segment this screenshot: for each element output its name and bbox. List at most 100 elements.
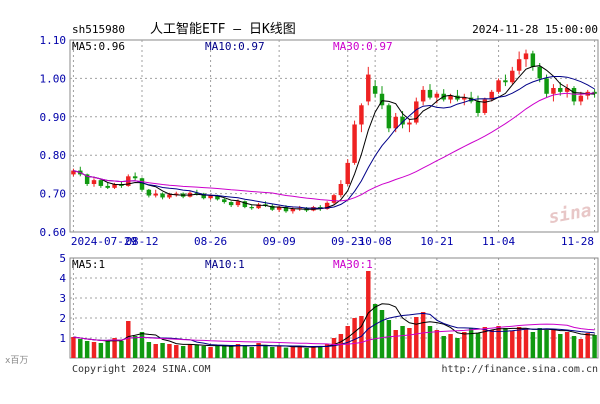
- volume-bar: [126, 321, 131, 358]
- candle-body: [503, 80, 508, 83]
- candlestick: [160, 192, 165, 200]
- price-frame: [69, 39, 599, 233]
- volume-bar: [270, 347, 275, 358]
- candlestick: [242, 200, 248, 209]
- volume-bar: [352, 318, 357, 358]
- candle-body: [215, 195, 220, 200]
- volume-bar: [276, 346, 282, 358]
- volume-bar: [132, 336, 138, 358]
- candle-body: [256, 204, 261, 209]
- candlestick: [427, 84, 433, 100]
- volume-bar: [496, 326, 501, 358]
- candle-body: [379, 93, 385, 106]
- candlestick: [379, 86, 385, 110]
- candle-body: [551, 88, 556, 94]
- candle-body: [249, 207, 254, 209]
- volume-bar: [571, 336, 577, 358]
- candle-body: [434, 93, 440, 98]
- candle-body: [414, 101, 419, 123]
- candlestick: [489, 89, 494, 102]
- candlestick: [530, 50, 536, 71]
- price-tick-label: 1.00: [40, 72, 67, 85]
- date-tick-label: 11-28: [561, 235, 594, 248]
- volume-bar: [119, 341, 124, 358]
- volume-bar: [201, 346, 206, 358]
- volume-bar: [235, 344, 241, 358]
- volume-bar: [283, 347, 289, 358]
- candle-body: [516, 59, 522, 71]
- volume-bar: [174, 345, 179, 358]
- price-ma30-legend: MA30:0.97: [333, 40, 393, 53]
- candle-body: [564, 88, 570, 92]
- candle-body: [372, 86, 378, 94]
- candle-body: [448, 95, 453, 100]
- candlestick: [571, 86, 577, 106]
- candlestick: [564, 84, 570, 98]
- candle-body: [427, 89, 433, 98]
- candlestick: [372, 80, 378, 98]
- candle-body: [146, 189, 152, 196]
- candlestick: [585, 89, 590, 100]
- date-tick-label: 09-23: [331, 235, 364, 248]
- volume-bar: [510, 331, 515, 358]
- candle-body: [174, 193, 179, 195]
- price-ma10-legend: MA10:0.97: [205, 40, 265, 53]
- volume-bar: [427, 326, 433, 358]
- candlestick: [359, 103, 364, 133]
- volume-bar: [249, 347, 254, 358]
- candlestick: [441, 89, 446, 102]
- candle-body: [359, 105, 364, 125]
- volume-bar: [393, 330, 398, 358]
- candle-body: [571, 88, 577, 102]
- volume-bar: [290, 347, 296, 358]
- volume-bar: [400, 326, 405, 358]
- volume-bar: [304, 348, 309, 358]
- candlestick: [91, 178, 97, 187]
- volume-bar: [379, 310, 385, 358]
- candlestick: [201, 192, 206, 200]
- volume-bar: [482, 327, 488, 358]
- price-ma5-line: [73, 65, 595, 210]
- candlestick: [352, 120, 357, 165]
- candlestick: [331, 193, 337, 205]
- volume-ma5-legend: MA5:1: [72, 258, 105, 271]
- volume-bar: [180, 346, 186, 358]
- symbol-label: sh515980: [72, 23, 125, 36]
- candle-body: [352, 124, 357, 163]
- candlestick: [407, 118, 412, 133]
- date-tick-label: 11-04: [482, 235, 515, 248]
- volume-bar: [372, 304, 378, 358]
- candle-body: [338, 184, 344, 196]
- candle-body: [544, 78, 549, 94]
- volume-tick-label: 5: [59, 252, 66, 265]
- price-tick-label: 0.80: [40, 149, 67, 162]
- price-ma5-legend: MA5:0.96: [72, 40, 125, 53]
- volume-bar: [420, 312, 426, 358]
- volume-bar: [407, 328, 412, 358]
- volume-bar: [516, 327, 522, 358]
- candle-body: [331, 195, 337, 203]
- volume-bar: [386, 320, 392, 358]
- price-tick-label: 0.70: [40, 188, 67, 201]
- candle-body: [578, 95, 584, 102]
- candle-body: [558, 88, 563, 92]
- date-tick-label: 08-26: [194, 235, 227, 248]
- volume-bar: [139, 332, 145, 358]
- candle-body: [496, 80, 501, 92]
- volume-bar: [441, 336, 446, 358]
- candlestick: [496, 78, 501, 94]
- volume-unit-label: x百万: [5, 355, 28, 366]
- candlestick: [516, 51, 522, 75]
- candle-body: [510, 70, 515, 83]
- volume-bar: [208, 347, 213, 358]
- candle-body: [194, 192, 200, 194]
- candle-body: [153, 193, 158, 196]
- candle-body: [324, 202, 330, 209]
- candle-body: [167, 194, 172, 198]
- candle-body: [420, 89, 426, 102]
- candle-body: [537, 66, 542, 79]
- candle-body: [84, 174, 90, 184]
